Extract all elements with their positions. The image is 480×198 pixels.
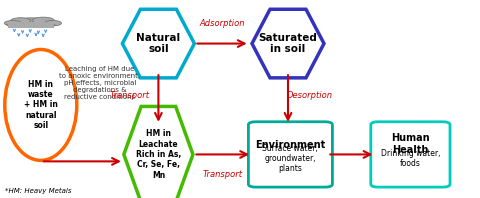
Ellipse shape [11, 18, 31, 24]
Text: *HM: Heavy Metals: *HM: Heavy Metals [5, 188, 72, 194]
Ellipse shape [32, 17, 54, 24]
Ellipse shape [7, 23, 55, 27]
Text: Natural
soil: Natural soil [136, 33, 180, 54]
Polygon shape [252, 9, 324, 78]
Polygon shape [124, 107, 193, 198]
FancyBboxPatch shape [8, 22, 54, 28]
Ellipse shape [44, 20, 61, 26]
Ellipse shape [17, 18, 46, 26]
Text: Surface water,
groundwater,
plants: Surface water, groundwater, plants [263, 144, 318, 173]
FancyBboxPatch shape [371, 122, 450, 187]
Text: Transport: Transport [109, 90, 150, 100]
Text: Desorption: Desorption [287, 90, 333, 100]
Text: Drinking water,
foods: Drinking water, foods [381, 149, 440, 168]
Text: HM in
Leachate
Rich in As,
Cr, Se, Fe,
Mn: HM in Leachate Rich in As, Cr, Se, Fe, M… [136, 129, 181, 180]
Text: Leaching of HM due
to anoxic environment,
pH effects, microbial
degradations &
r: Leaching of HM due to anoxic environment… [59, 66, 141, 100]
Text: HM in
waste
+ HM in
natural
soil: HM in waste + HM in natural soil [24, 80, 58, 130]
Ellipse shape [4, 20, 22, 26]
Text: Transport: Transport [203, 170, 243, 179]
Polygon shape [122, 9, 194, 78]
Ellipse shape [5, 50, 77, 160]
Text: Environment: Environment [255, 140, 325, 150]
Text: Saturated
in soil: Saturated in soil [259, 33, 317, 54]
Text: Adsorption: Adsorption [199, 19, 244, 28]
Text: Human
Health: Human Health [391, 133, 430, 155]
FancyBboxPatch shape [249, 122, 332, 187]
